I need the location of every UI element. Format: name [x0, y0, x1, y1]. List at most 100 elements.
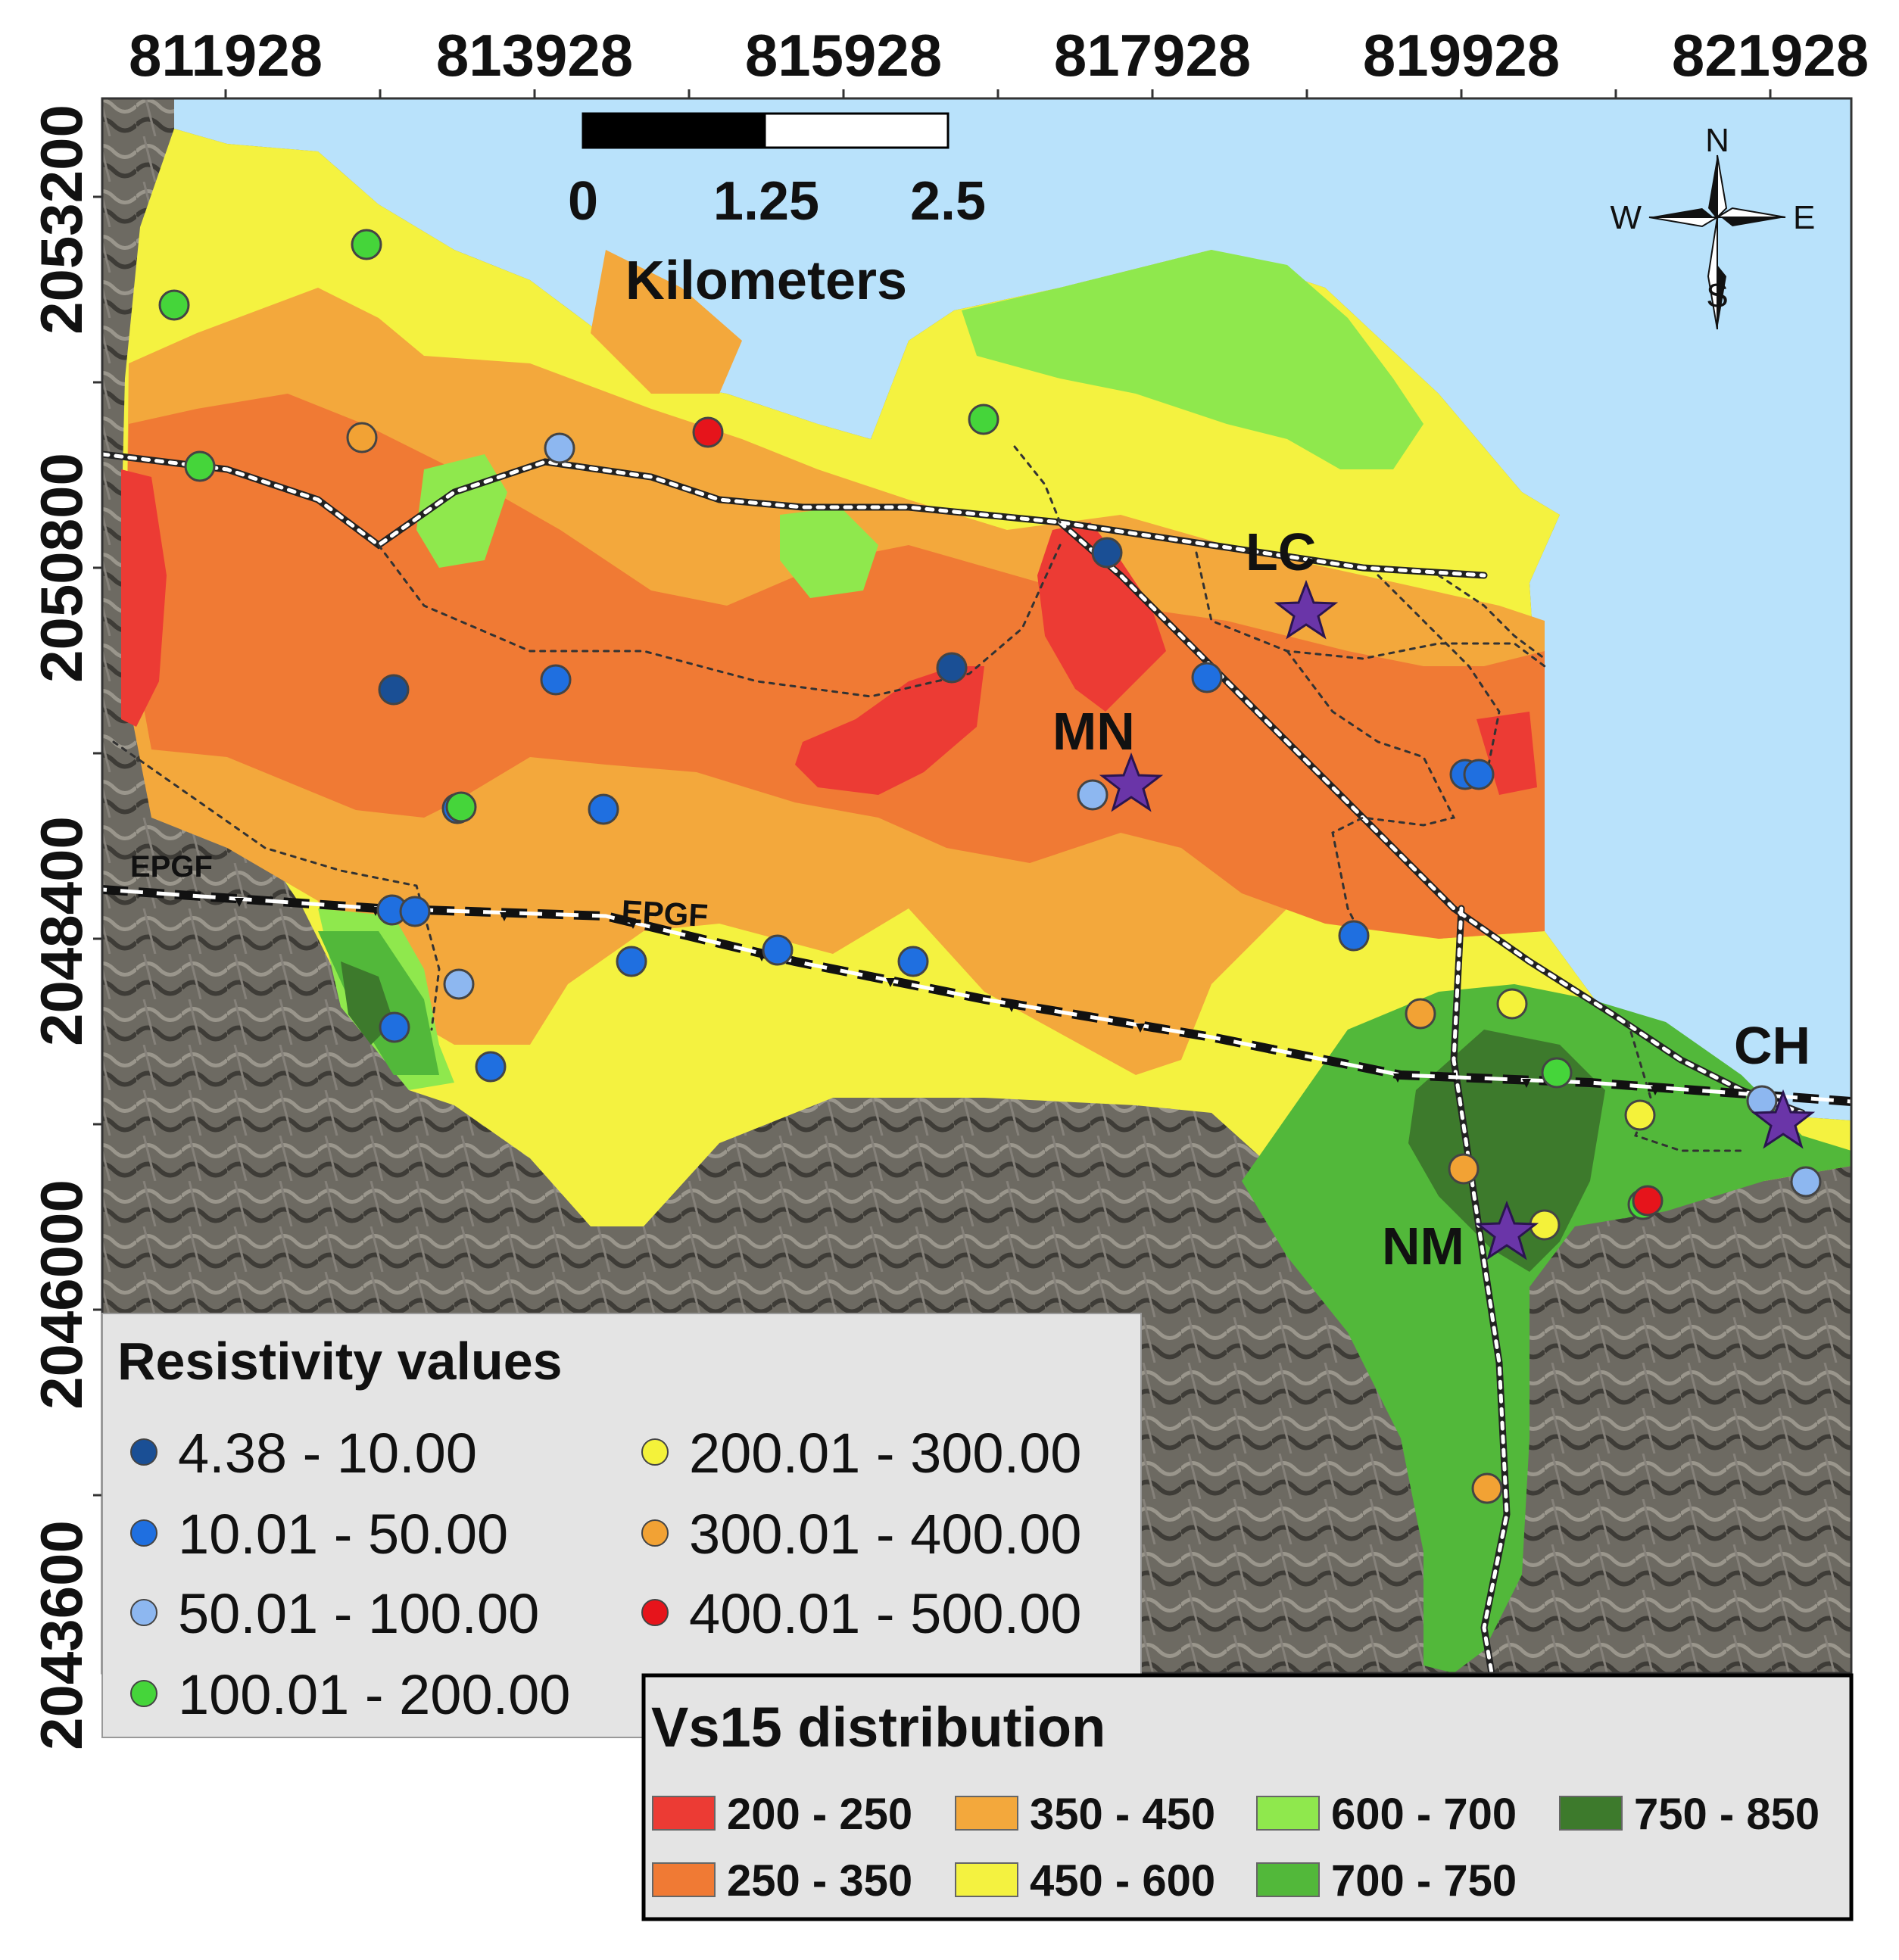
resistivity-point — [351, 229, 382, 260]
fault-label-epgf-center: EPGF — [621, 893, 709, 933]
fault-line-epgf — [102, 885, 1851, 1106]
water-body — [174, 98, 1851, 1120]
vs15-zone-350-450-north — [591, 250, 742, 394]
x-tick-label: 811928 — [129, 22, 323, 89]
y-axis-labels: 2053200 2050800 2048400 2046000 2043600 — [28, 104, 95, 1750]
legend-dot-300-400 — [641, 1519, 669, 1547]
y-tick-label: 2043600 — [28, 1520, 95, 1750]
resistivity-point — [158, 289, 190, 321]
x-axis-labels: 811928 813928 815928 817928 819928 82192… — [129, 22, 1869, 89]
resistivity-point — [1463, 759, 1495, 790]
compass-n: N — [1705, 122, 1729, 159]
resistivity-legend-items — [130, 1438, 669, 1707]
vs15-swatch-750-850 — [1559, 1796, 1623, 1831]
legend-dot-400-500 — [641, 1599, 669, 1626]
x-tick-label: 813928 — [436, 22, 633, 89]
resistivity-point — [1191, 662, 1223, 693]
resistivity-point — [1746, 1085, 1778, 1117]
resistivity-legend-title: Resistivity values — [117, 1332, 563, 1391]
x-tick-label: 819928 — [1363, 22, 1560, 89]
resistivity-point — [1632, 1185, 1664, 1217]
vs15-zone-700-750-south — [1242, 984, 1851, 1673]
scale-label-0: 0 — [568, 171, 598, 232]
resistivity-legend-label: 50.01 - 100.00 — [178, 1582, 539, 1645]
resistivity-legend-label: 200.01 - 300.00 — [689, 1422, 1081, 1485]
vs15-legend-label: 250 - 350 — [727, 1856, 912, 1905]
fault-label-epgf-west: EPGF — [130, 850, 213, 883]
resistivity-point — [1091, 537, 1123, 569]
resistivity-point — [762, 934, 794, 966]
legend-dot-10-50 — [130, 1519, 157, 1547]
resistivity-point — [540, 664, 572, 696]
vs15-swatch-700-750 — [1256, 1862, 1320, 1897]
vs15-swatch-250-350 — [652, 1862, 716, 1897]
site-star-lc — [1274, 579, 1339, 640]
legend-dot-50-100 — [130, 1599, 157, 1626]
road-network — [102, 445, 1806, 1673]
y-tick-label: 2050800 — [28, 453, 95, 683]
x-tick-label: 815928 — [745, 22, 942, 89]
vs15-zone-200-250-east — [1476, 712, 1537, 795]
site-label-ch: CH — [1734, 1016, 1810, 1075]
site-star-nm — [1474, 1200, 1539, 1260]
compass-e: E — [1793, 199, 1815, 236]
y-tick-label: 2048400 — [28, 816, 95, 1046]
vs15-zone-200-250-west — [121, 469, 167, 727]
site-label-lc: LC — [1246, 522, 1316, 581]
map-canvas — [102, 98, 1851, 1673]
resistivity-point — [1338, 920, 1370, 952]
resistivity-point — [399, 896, 431, 927]
resistivity-point — [692, 416, 724, 448]
resistivity-legend-label: 100.01 - 200.00 — [178, 1663, 570, 1726]
resistivity-legend: Resistivity values 4.38 - 10.00 10.01 - … — [101, 1313, 1142, 1738]
site-label-mn: MN — [1052, 702, 1135, 761]
resistivity-point — [1471, 1472, 1503, 1504]
vs15-legend-label: 600 - 700 — [1331, 1790, 1517, 1839]
vs15-legend: Vs15 distribution 200 - 250 250 - 350 35… — [641, 1673, 1854, 1921]
resistivity-point — [616, 946, 647, 977]
resistivity-legend-label: 300.01 - 400.00 — [689, 1503, 1081, 1566]
scale-label-max: 2.5 — [910, 171, 986, 232]
vs15-zone-200-250-center — [795, 666, 984, 795]
resistivity-point — [1541, 1057, 1573, 1089]
y-tick-label: 2046000 — [28, 1179, 95, 1410]
legend-dot-200-300 — [641, 1438, 669, 1466]
resistivity-point — [1448, 1153, 1480, 1185]
y-tick-label: 2053200 — [28, 104, 95, 335]
resistivity-point — [897, 946, 929, 977]
vs15-legend-label: 350 - 450 — [1030, 1790, 1215, 1839]
site-markers — [1099, 579, 1816, 1260]
resistivity-point — [379, 1011, 410, 1043]
site-label-nm: NM — [1382, 1217, 1464, 1276]
resistivity-legend-label: 10.01 - 50.00 — [178, 1503, 508, 1566]
resistivity-point — [544, 432, 575, 464]
resistivity-point — [184, 450, 216, 482]
vs15-zone-600-700-center — [780, 507, 878, 598]
resistivity-point — [443, 968, 475, 1000]
vs15-legend-label: 700 - 750 — [1331, 1856, 1517, 1905]
resistivity-point — [445, 791, 477, 823]
compass-w: W — [1610, 199, 1642, 236]
y-axis-ticks — [93, 195, 102, 1497]
resistivity-point — [346, 422, 378, 453]
resistivity-point — [936, 652, 968, 684]
resistivity-legend-label: 4.38 - 10.00 — [178, 1422, 477, 1485]
site-star-ch — [1751, 1089, 1816, 1149]
scale-unit: Kilometers — [625, 251, 907, 311]
resistivity-point — [1790, 1166, 1822, 1198]
resistivity-point — [1496, 988, 1528, 1020]
scale-label-mid: 1.25 — [713, 171, 819, 232]
resistivity-point — [1077, 779, 1109, 811]
compass-rose: N S E W — [1610, 122, 1815, 330]
resistivity-point — [475, 1051, 507, 1083]
vs15-swatch-600-700 — [1256, 1796, 1320, 1831]
vs15-legend-label: 750 - 850 — [1634, 1790, 1819, 1839]
vs15-zone-600-700-ne — [962, 250, 1423, 469]
vs15-swatch-450-600 — [955, 1862, 1018, 1897]
legend-dot-100-200 — [130, 1680, 157, 1707]
compass-s: S — [1706, 277, 1728, 314]
resistivity-point — [968, 404, 999, 435]
vs15-swatch-200-250 — [652, 1796, 716, 1831]
scale-bar: 0 1.25 2.5 Kilometers — [568, 112, 986, 311]
